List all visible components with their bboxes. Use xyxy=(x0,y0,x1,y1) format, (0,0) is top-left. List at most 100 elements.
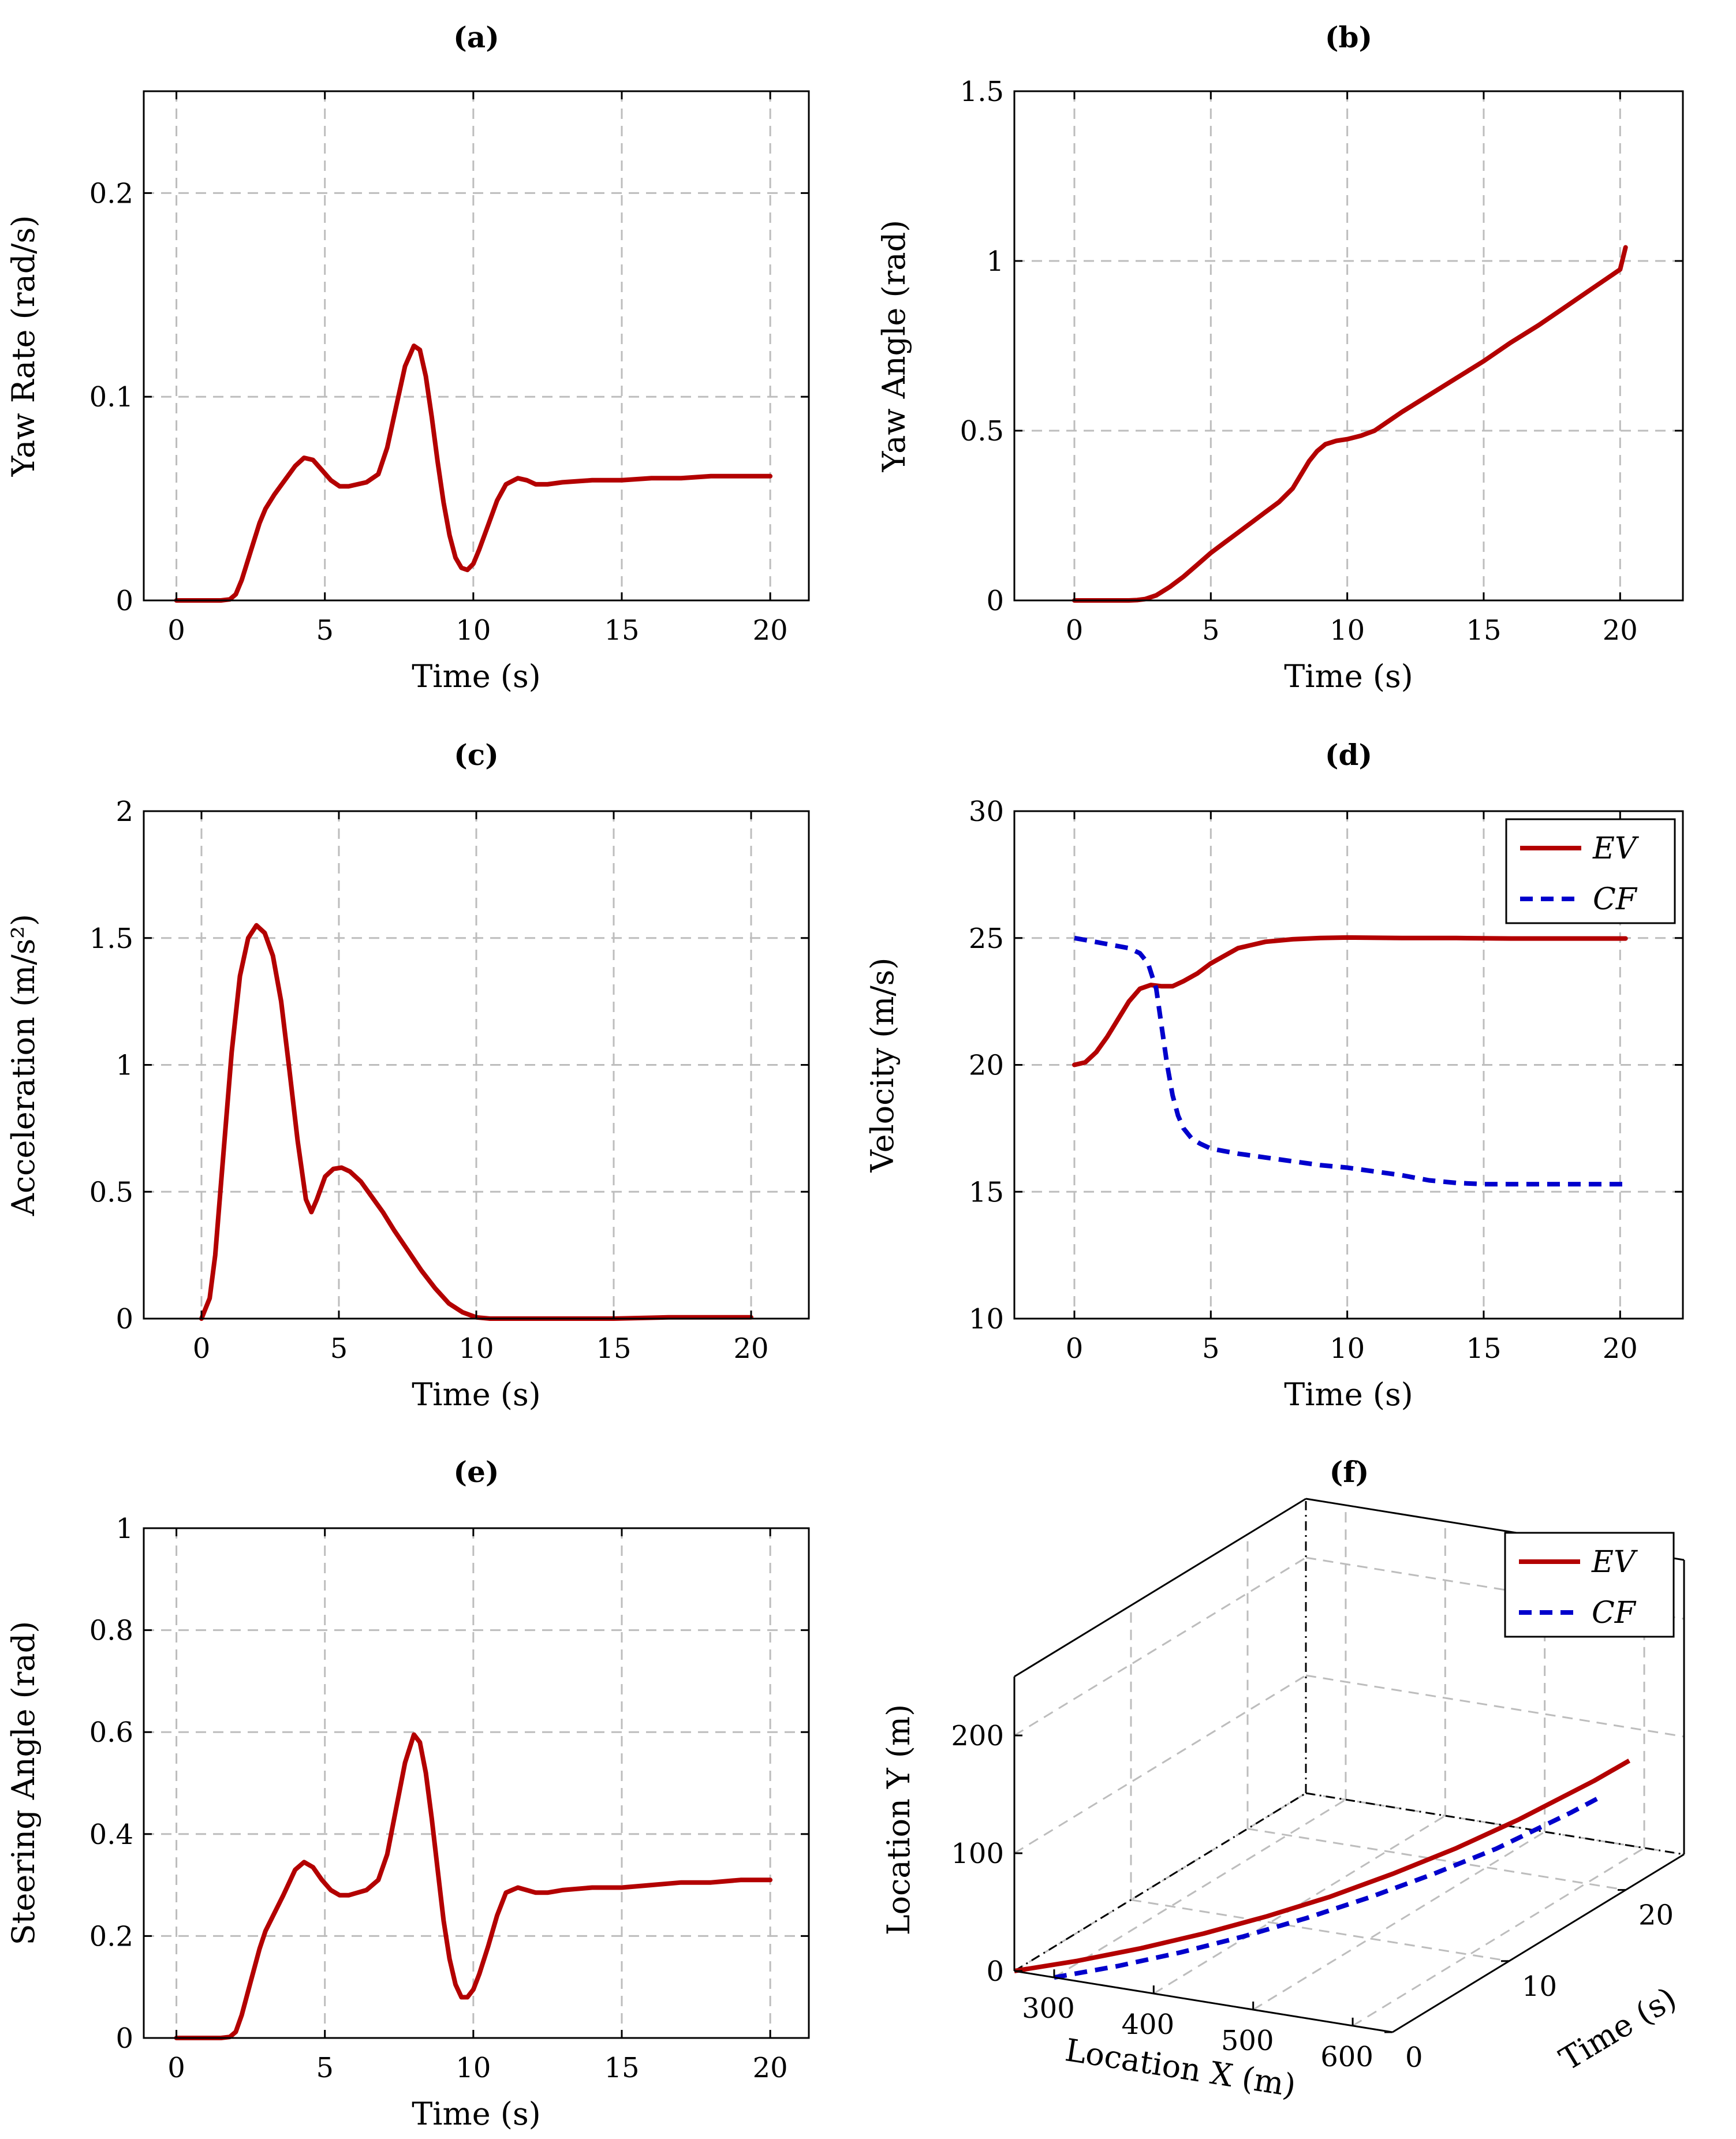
y-tick-label: 0.2 xyxy=(89,177,133,210)
x-tick-label: 0 xyxy=(167,2052,185,2084)
y-tick-label: 100 xyxy=(951,1838,1004,1870)
y-tick-label: 0.6 xyxy=(89,1716,133,1749)
back-wall-gridline xyxy=(1305,1792,1685,1856)
panel-title-c: (c) xyxy=(454,738,499,772)
y-tick-label: 20 xyxy=(969,1050,1004,1082)
y-tick-label: 0 xyxy=(115,585,133,617)
panel-title-d: (d) xyxy=(1325,738,1372,772)
series-line-ev xyxy=(1072,935,1628,1067)
y-tick-label: 1 xyxy=(115,1050,133,1082)
x-axis-label: Time (s) xyxy=(412,1376,540,1413)
x-tick-label: 5 xyxy=(316,614,334,647)
x-tick-label: 0 xyxy=(1066,614,1084,647)
y-tick-label: 25 xyxy=(969,923,1004,955)
plot-frame xyxy=(1013,90,1684,602)
panel-title-f: (f) xyxy=(1330,1455,1369,1489)
plot-frame xyxy=(143,1527,810,2039)
x-tick-label: 400 xyxy=(1122,2009,1175,2041)
x-tick-label: 10 xyxy=(1330,1332,1365,1365)
z-tick-label: 0 xyxy=(1405,2041,1423,2074)
box-edge-hidden xyxy=(1014,1792,1306,1972)
plot-frame xyxy=(143,90,810,602)
x-tick-label: 300 xyxy=(1022,1992,1075,2025)
legend-box xyxy=(1504,1532,1675,1638)
y-tick-label: 30 xyxy=(969,796,1004,828)
x-tick-label: 0 xyxy=(1066,1332,1084,1365)
y-tick-label: 1.5 xyxy=(960,76,1004,108)
x-axis-label: Time (s) xyxy=(412,658,540,695)
y-axis-label: Steering Angle (rad) xyxy=(5,1621,42,1946)
chart-e: (e) 0 5 10 15 20 0 0.2 0.4 0.6 0.8 1 Time (s) Steerin… xyxy=(5,1455,810,2132)
x-tick-label: 20 xyxy=(733,1332,768,1365)
y-tick-label: 2 xyxy=(115,796,133,828)
x-tick-label: 0 xyxy=(193,1332,211,1365)
series-line-ev xyxy=(199,923,753,1321)
floor-gridline xyxy=(1352,1847,1645,2027)
x-tick-label: 5 xyxy=(1202,614,1220,647)
x-tick-label: 15 xyxy=(1466,614,1501,647)
panel-title-a: (a) xyxy=(453,20,499,54)
y-tick-label: 0 xyxy=(986,585,1004,617)
x-tick-label: 15 xyxy=(604,2052,639,2084)
floor-gridline xyxy=(1054,1798,1346,1979)
y-axis-label: Acceleration (m/s²) xyxy=(5,914,42,1216)
y-tick-label: 15 xyxy=(969,1176,1004,1208)
x-tick-label: 10 xyxy=(1330,614,1365,647)
y-axis-label: Yaw Angle (rad) xyxy=(876,220,912,472)
x-tick-label: 20 xyxy=(753,614,788,647)
x-tick-label: 20 xyxy=(1603,1332,1638,1365)
y-tick-label: 200 xyxy=(951,1720,1004,1752)
legend-label-cf: CF xyxy=(1593,882,1638,917)
panel-title-b: (b) xyxy=(1325,20,1372,54)
y-tick-label: 0 xyxy=(115,2022,133,2055)
chart-b: (b) 0 5 10 15 20 0 0.5 1 1.5 Time (s) Yaw Angle (ra… xyxy=(876,20,1684,695)
y-tick-label: 0.4 xyxy=(89,1819,133,1851)
legend-label-cf: CF xyxy=(1592,1596,1637,1630)
box-edge xyxy=(1392,1853,1685,2033)
chart-d: (d) 0 5 10 15 20 10 15 20 25 30 Time (s) Velocity (m… xyxy=(864,738,1684,1413)
y-tick-label: 0.8 xyxy=(89,1615,133,1647)
x-tick-label: 20 xyxy=(1603,614,1638,647)
series-line-ev xyxy=(174,344,773,603)
x-tick-label: 15 xyxy=(596,1332,631,1365)
x-tick-label: 20 xyxy=(753,2052,788,2084)
y-axis-label: Location Y (m) xyxy=(880,1704,917,1935)
y-tick-label: 0.5 xyxy=(89,1176,133,1208)
x-tick-label: 10 xyxy=(456,2052,491,2084)
x-tick-label: 15 xyxy=(1466,1332,1501,1365)
floor-gridline xyxy=(1130,1899,1510,1962)
y-tick-label: 1 xyxy=(115,1513,133,1545)
series-line-cf xyxy=(1074,935,1626,1187)
chart-c: (c) 0 5 10 15 20 0 0.5 1 1.5 2 Time (s) Acceleration… xyxy=(5,738,810,1413)
y-tick-label: 1 xyxy=(986,245,1004,278)
x-tick-label: 5 xyxy=(1202,1332,1220,1365)
series-line-3d-ev xyxy=(1014,1759,1631,1973)
legend-box xyxy=(1505,818,1676,924)
y-axis-label: Velocity (m/s) xyxy=(864,958,901,1173)
x-tick-label: 15 xyxy=(604,614,639,647)
side-wall-gridline xyxy=(1014,1674,1306,1854)
floor-gridline xyxy=(1247,1828,1626,1891)
y-tick-label: 0 xyxy=(986,1955,1004,1988)
box-edge xyxy=(1014,1498,1306,1678)
z-tick-label: 20 xyxy=(1638,1899,1674,1932)
x-axis-label: Time (s) xyxy=(412,2096,540,2132)
panel-title-e: (e) xyxy=(453,1455,499,1489)
y-tick-label: 0.1 xyxy=(89,381,133,413)
floor-gridline xyxy=(1153,1815,1446,1995)
box-edge-hidden xyxy=(1305,1792,1685,1856)
y-axis-label: Yaw Rate (rad/s) xyxy=(5,215,42,477)
x-tick-label: 10 xyxy=(458,1332,494,1365)
z-tick-label: 10 xyxy=(1522,1970,1557,2003)
x-axis-label: Time (s) xyxy=(1284,658,1413,695)
back-wall-gridline xyxy=(1305,1674,1685,1738)
legend-label-ev: EV xyxy=(1591,1545,1638,1580)
y-tick-label: 10 xyxy=(969,1303,1004,1335)
legend-label-ev: EV xyxy=(1592,831,1639,866)
chart-a: (a) 0 5 10 15 20 0 0.1 0.2 Time (s) Yaw Rate (rad/… xyxy=(5,20,810,695)
x-tick-label: 5 xyxy=(330,1332,348,1365)
series-line-ev xyxy=(1072,245,1628,603)
y-tick-label: 0 xyxy=(115,1303,133,1335)
y-tick-label: 0.2 xyxy=(89,1920,133,1953)
